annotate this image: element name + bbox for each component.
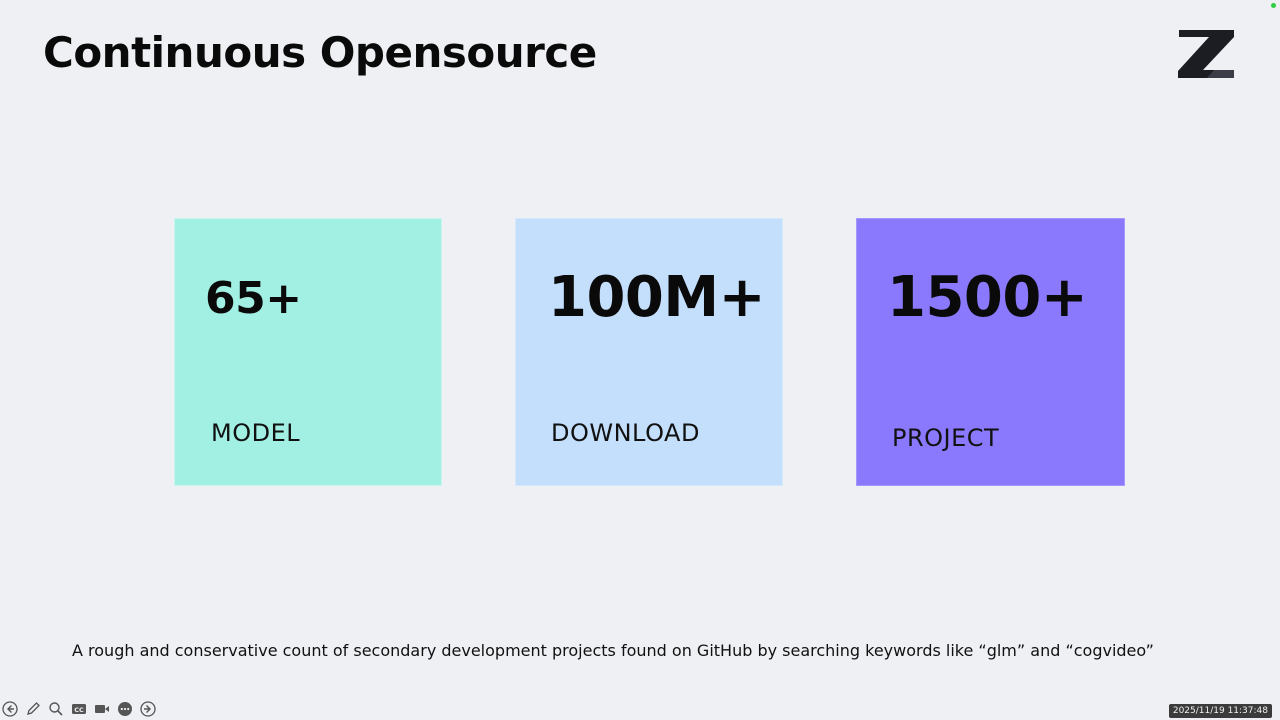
recording-timestamp: 2025/11/19 11:37:48 bbox=[1168, 704, 1272, 718]
stat-card-project: 1500+ PROJECT bbox=[856, 218, 1125, 486]
closed-captions-icon[interactable]: CC bbox=[71, 701, 87, 717]
recording-status-indicator bbox=[1271, 3, 1276, 8]
stat-value: 1500+ bbox=[887, 265, 1088, 330]
stat-card-model: 65+ MODEL bbox=[174, 218, 442, 486]
video-camera-icon[interactable] bbox=[94, 701, 110, 717]
more-options-icon[interactable] bbox=[117, 701, 133, 717]
stat-value: 100M+ bbox=[548, 265, 766, 330]
stat-card-download: 100M+ DOWNLOAD bbox=[515, 218, 783, 486]
svg-text:CC: CC bbox=[74, 706, 84, 714]
stat-label: PROJECT bbox=[892, 424, 1000, 452]
stat-value: 65+ bbox=[205, 273, 302, 324]
slide-title: Continuous Opensource bbox=[43, 28, 597, 77]
stat-label: MODEL bbox=[211, 419, 301, 447]
back-arrow-icon[interactable] bbox=[2, 701, 18, 717]
presentation-toolbar: CC bbox=[2, 700, 156, 718]
forward-arrow-icon[interactable] bbox=[140, 701, 156, 717]
pen-icon[interactable] bbox=[25, 701, 41, 717]
magnifier-icon[interactable] bbox=[48, 701, 64, 717]
z-logo-icon bbox=[1176, 28, 1236, 80]
slide-footnote: A rough and conservative count of second… bbox=[72, 641, 1154, 660]
stat-label: DOWNLOAD bbox=[551, 419, 700, 447]
